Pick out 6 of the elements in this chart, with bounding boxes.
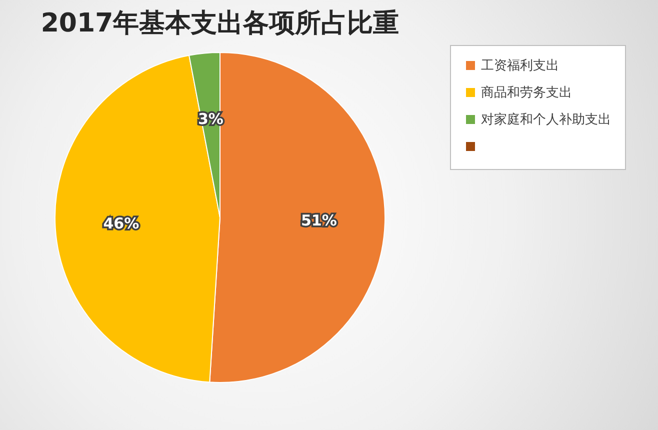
legend-label: 商品和劳务支出 [481,86,572,100]
data-label: 46% [103,214,140,233]
data-label: 51% [301,212,337,230]
legend-label: 工资福利支出 [481,58,559,74]
chart-title: 2017年基本支出各项所占比重 [40,8,400,38]
legend-label: 对家庭和个人补助支出 [481,112,611,128]
